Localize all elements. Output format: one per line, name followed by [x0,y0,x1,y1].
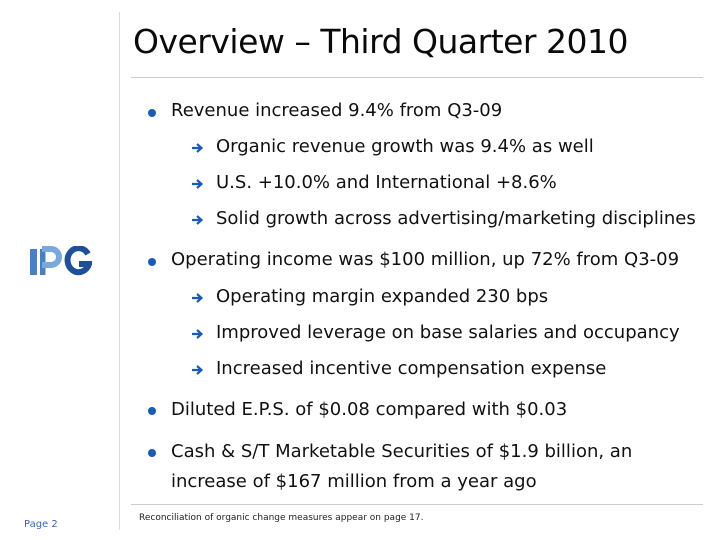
arrow-right-icon [192,179,204,189]
arrow-right-icon [192,365,204,375]
logo-i-bar [30,249,37,275]
sub-bullet-leverage: Improved leverage on base salaries and o… [216,322,680,343]
ipg-logo [30,246,92,278]
bullet-dot [148,449,156,457]
bullet-diluted-eps: Diluted E.P.S. of $0.08 compared with $0… [171,399,568,420]
arrow-right-icon [192,143,204,153]
left-divider-line [119,12,120,530]
bullet-dot [148,109,156,117]
bullet-dot [148,258,156,266]
footnote: Reconciliation of organic change measure… [139,513,424,523]
bullet-dot [148,407,156,415]
bullet-cash-line-1: Cash & S/T Marketable Securities of $1.9… [171,441,633,462]
slide-title: Overview – Third Quarter 2010 [133,22,628,61]
footer-divider [131,504,703,505]
sub-bullet-organic-growth: Organic revenue growth was 9.4% as well [216,136,594,157]
sub-bullet-operating-margin: Operating margin expanded 230 bps [216,286,549,307]
bullet-revenue: Revenue increased 9.4% from Q3-09 [171,100,503,121]
sub-bullet-solid-growth: Solid growth across advertising/marketin… [216,208,696,229]
bullet-operating-income: Operating income was $100 million, up 72… [171,249,680,270]
logo-p-letter [40,246,62,275]
arrow-right-icon [192,215,204,225]
sub-bullet-incentive-comp: Increased incentive compensation expense [216,358,607,379]
logo-g-letter [64,246,92,276]
title-underline [131,77,703,78]
sub-bullet-us-international: U.S. +10.0% and International +8.6% [216,172,557,193]
page-number: Page 2 [24,519,58,530]
arrow-right-icon [192,293,204,303]
bullet-cash-line-2: increase of $167 million from a year ago [171,471,537,492]
arrow-right-icon [192,329,204,339]
